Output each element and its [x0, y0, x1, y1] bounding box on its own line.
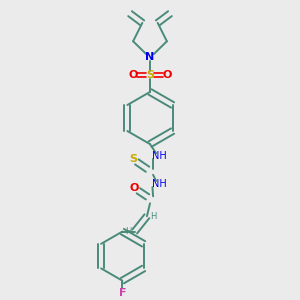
Text: O: O — [130, 183, 139, 193]
Text: N: N — [146, 52, 154, 61]
Text: H: H — [125, 227, 132, 236]
Text: O: O — [162, 70, 172, 80]
Text: NH: NH — [152, 152, 167, 161]
Text: F: F — [118, 288, 126, 298]
Text: NH: NH — [152, 179, 167, 189]
Text: S: S — [146, 70, 154, 80]
Text: O: O — [128, 70, 138, 80]
Text: S: S — [129, 154, 137, 164]
Text: H: H — [151, 212, 157, 221]
